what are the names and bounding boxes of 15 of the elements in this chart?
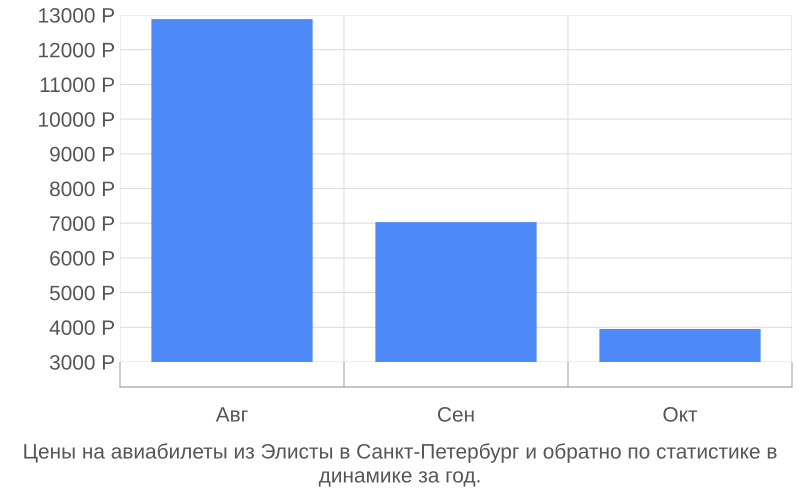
y-tick-label: 6000 Р xyxy=(50,250,114,266)
y-tick-label: 3000 Р xyxy=(50,355,114,370)
y-tick-label: 4000 Р xyxy=(50,320,114,336)
y-tick-label: 13000 Р xyxy=(39,8,114,23)
y-tick-label: 11000 Р xyxy=(40,77,114,92)
x-tick-label: Сен xyxy=(438,406,474,422)
y-tick-label: 9000 Р xyxy=(50,146,114,162)
y-tick-label: 8000 Р xyxy=(50,182,114,196)
x-tick-label: Авг xyxy=(216,407,248,422)
text: Цены на авиабилеты из Элисты в Санкт-Петербург и обратно по статистике в динамике за год. xyxy=(24,443,777,487)
y-tick-label: 5000 Р xyxy=(50,286,114,300)
x-tick-label: Окт xyxy=(663,406,698,422)
y-tick-label: 12000 Р xyxy=(39,42,114,58)
y-tick-label: 7000 Р xyxy=(50,216,114,231)
y-tick-label: 10000 Р xyxy=(39,112,114,127)
